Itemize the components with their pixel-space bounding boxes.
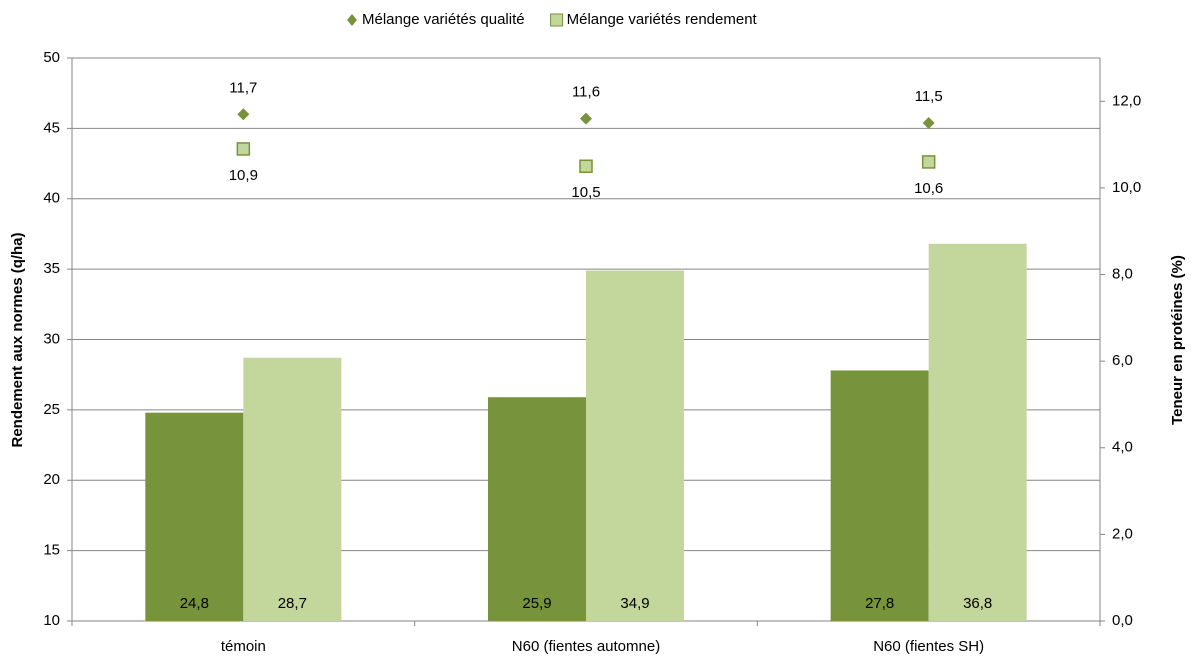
point-value-label: 10,9 <box>229 167 258 184</box>
marker <box>921 155 936 169</box>
bar-value-label: 34,9 <box>620 595 649 612</box>
y-tick-label: 40 <box>43 190 60 207</box>
marker <box>580 112 592 125</box>
y-tick-label: 45 <box>43 119 60 136</box>
legend-marker <box>347 14 357 26</box>
y-tick-label: 10 <box>43 612 60 629</box>
y-tick-label: 15 <box>43 542 60 559</box>
y2-tick-label: 4,0 <box>1112 439 1133 456</box>
bar <box>928 243 1027 622</box>
y-tick-label: 30 <box>43 330 60 347</box>
bar <box>243 357 342 621</box>
point-value-label: 10,5 <box>571 184 600 201</box>
y-tick-label: 35 <box>43 260 60 277</box>
x-tick-label: N60 (fientes automne) <box>512 638 660 655</box>
legend-label: Mélange variétés rendement <box>567 11 758 28</box>
bar-value-label: 25,9 <box>522 595 551 612</box>
marker <box>579 159 593 174</box>
y2-tick-label: 8,0 <box>1112 266 1133 283</box>
y2-tick-label: 10,0 <box>1112 179 1141 196</box>
bar-value-label: 36,8 <box>963 595 992 612</box>
x-tick-label: témoin <box>221 638 266 655</box>
marker <box>922 116 935 129</box>
bar <box>145 412 244 621</box>
point-value-label: 11,7 <box>229 79 257 96</box>
marker <box>236 142 251 156</box>
bar <box>488 397 586 621</box>
y2-tick-label: 0,0 <box>1112 612 1133 629</box>
y2-tick-label: 12,0 <box>1112 92 1141 109</box>
y-axis-title: Rendement aux normes (q/ha) <box>9 232 26 447</box>
y2-axis-title: Teneur en protéines (%) <box>1169 255 1186 425</box>
bar <box>586 270 684 621</box>
bar-value-label: 27,8 <box>865 595 894 612</box>
y2-tick-label: 6,0 <box>1112 352 1133 369</box>
point-value-label: 11,5 <box>915 88 943 105</box>
y-tick-label: 20 <box>43 471 60 488</box>
bar-value-label: 28,7 <box>278 595 307 612</box>
y-tick-label: 50 <box>43 49 60 66</box>
marker <box>237 108 250 121</box>
bar-value-label: 24,8 <box>180 595 209 612</box>
legend-label: Mélange variétés qualité <box>362 11 525 28</box>
point-value-label: 11,6 <box>572 84 600 101</box>
x-tick-label: N60 (fientes SH) <box>873 638 984 655</box>
bar <box>830 370 929 621</box>
y-tick-label: 25 <box>43 401 60 418</box>
y2-tick-label: 2,0 <box>1112 525 1133 542</box>
legend-marker <box>550 13 564 27</box>
point-value-label: 10,6 <box>914 180 943 197</box>
